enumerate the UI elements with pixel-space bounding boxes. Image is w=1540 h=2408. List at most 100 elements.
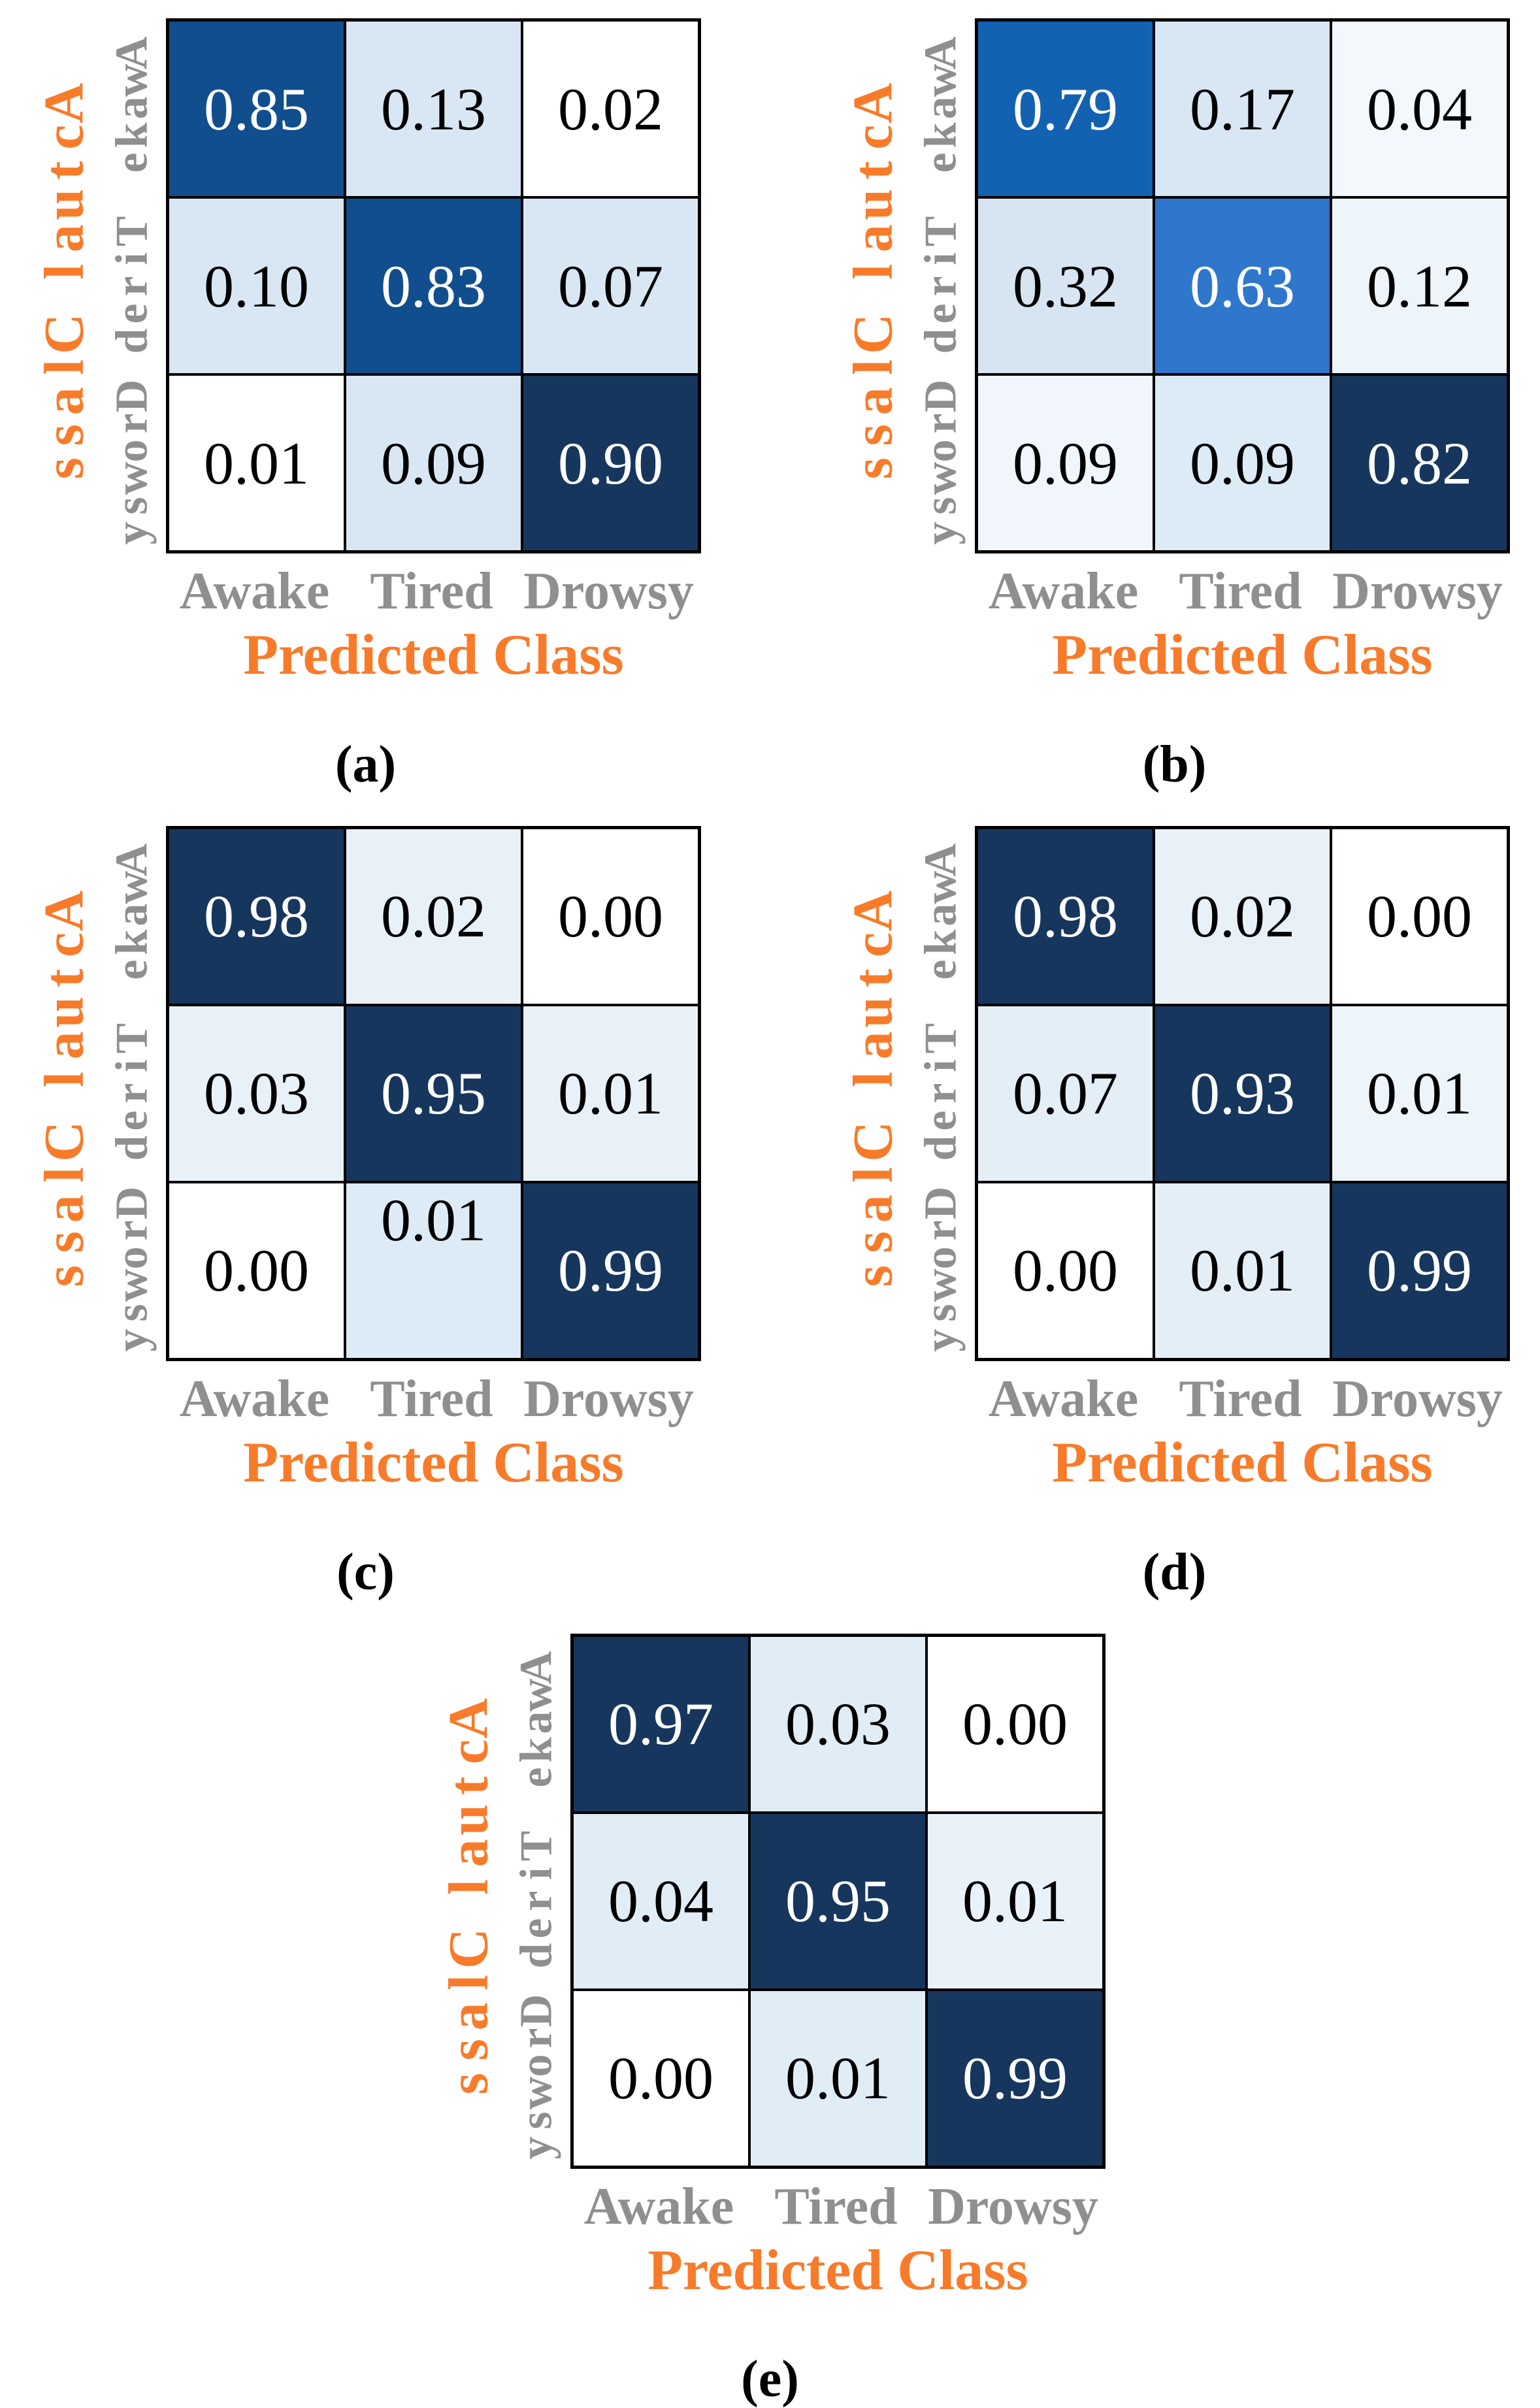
x-axis-label: Predicted Class — [243, 1430, 624, 1494]
cell-r0c1: 0.02 — [345, 827, 522, 1005]
cell-r0c1: 0.03 — [749, 1635, 926, 1813]
cell-value: 0.82 — [1367, 429, 1472, 497]
cell-r2c1: 0.09 — [1154, 374, 1331, 552]
matrix-grid: 0.98 0.02 0.00 0.07 0.93 0.01 0.00 0.01 0.99 — [975, 825, 1510, 1361]
cell-r1c2: 0.12 — [1331, 197, 1508, 374]
cell-r1c0: 0.04 — [572, 1812, 749, 1990]
cell-value: 0.17 — [1190, 75, 1295, 142]
cell-r1c2: 0.01 — [522, 1004, 699, 1182]
col-label-drowsy: Drowsy — [523, 563, 694, 620]
cell-r0c0: 0.85 — [168, 20, 345, 197]
cell-r1c0: 0.07 — [977, 1004, 1154, 1182]
cell-value: 0.00 — [962, 1691, 1068, 1758]
cell-value: 0.01 — [558, 1060, 663, 1127]
cell-value: 0.13 — [381, 75, 486, 142]
cell-value: 0.00 — [204, 1237, 309, 1304]
cell-r0c1: 0.17 — [1154, 20, 1331, 197]
x-axis-label: Predicted Class — [1052, 623, 1433, 687]
matrix-grid: 0.97 0.03 0.00 0.04 0.95 0.01 0.00 0.01 0.99 — [570, 1633, 1106, 2169]
cell-value: 0.04 — [1367, 75, 1472, 142]
x-axis-label: Predicted Class — [647, 2238, 1028, 2302]
cell-r1c1: 0.95 — [749, 1812, 926, 1990]
col-label-tired: Tired — [1179, 563, 1302, 620]
cell-value: 0.09 — [1013, 429, 1118, 497]
cell-value: 0.00 — [608, 2045, 713, 2112]
cell-r1c1: 0.63 — [1154, 197, 1331, 374]
cell-value: 0.04 — [608, 1868, 713, 1935]
cell-r0c1: 0.13 — [345, 20, 522, 197]
col-label-awake: Awake — [179, 563, 330, 620]
cell-value: 0.00 — [558, 883, 663, 950]
cell-r2c1: 0.01 — [749, 1989, 926, 2167]
cell-value: 0.99 — [962, 2045, 1068, 2112]
cell-r1c2: 0.01 — [926, 1812, 1104, 1990]
cell-value: 0.98 — [1013, 883, 1118, 950]
cell-value: 0.32 — [1013, 252, 1118, 320]
cell-r0c0: 0.79 — [977, 20, 1154, 197]
cell-r2c0: 0.00 — [977, 1181, 1154, 1359]
cell-r2c2: 0.99 — [1331, 1181, 1508, 1359]
column-labels: Awake Tired Drowsy — [975, 564, 1506, 619]
cell-r0c2: 0.00 — [926, 1635, 1104, 1813]
cell-r1c2: 0.07 — [522, 197, 699, 374]
col-label-drowsy: Drowsy — [1332, 1370, 1503, 1428]
cell-r0c0: 0.98 — [168, 827, 345, 1005]
x-axis-label: Predicted Class — [1052, 1430, 1433, 1494]
cell-r2c2: 0.90 — [522, 374, 699, 552]
cell-value: 0.01 — [962, 1868, 1068, 1935]
cell-value: 0.00 — [1013, 1237, 1118, 1304]
cell-value: 0.99 — [1367, 1237, 1472, 1304]
cell-value: 0.09 — [381, 429, 486, 497]
column-labels: Awake Tired Drowsy — [975, 1372, 1506, 1427]
matrix-grid: 0.79 0.17 0.04 0.32 0.63 0.12 0.09 0.09 0.82 — [975, 18, 1510, 553]
cell-r0c0: 0.97 — [572, 1635, 749, 1813]
subfigure-label-d: (d) — [1142, 1543, 1207, 1601]
cell-value: 0.02 — [1190, 883, 1295, 950]
cell-value: 0.12 — [1367, 252, 1472, 320]
cell-value: 0.07 — [558, 252, 663, 320]
col-label-tired: Tired — [774, 2177, 898, 2235]
cell-r1c0: 0.03 — [168, 1004, 345, 1182]
col-label-drowsy: Drowsy — [1332, 563, 1503, 620]
cell-value: 0.01 — [381, 1186, 486, 1253]
col-label-awake: Awake — [179, 1370, 330, 1428]
cell-r0c0: 0.98 — [977, 827, 1154, 1005]
matrix-grid: 0.98 0.02 0.00 0.03 0.95 0.01 0.00 0.01 0.99 — [166, 825, 701, 1361]
cell-r0c2: 0.04 — [1331, 20, 1508, 197]
cell-value: 0.07 — [1013, 1060, 1118, 1127]
cell-value: 0.02 — [381, 883, 486, 950]
subfigure-label-e: (e) — [741, 2350, 799, 2408]
cell-r1c0: 0.32 — [977, 197, 1154, 374]
col-label-awake: Awake — [988, 1370, 1139, 1428]
cell-value: 0.01 — [785, 2045, 891, 2112]
cell-value: 0.03 — [204, 1060, 309, 1127]
col-label-tired: Tired — [1179, 1370, 1302, 1428]
cell-value: 0.63 — [1190, 252, 1295, 320]
cell-r2c0: 0.00 — [572, 1989, 749, 2167]
cell-r2c0: 0.01 — [168, 374, 345, 552]
col-label-tired: Tired — [370, 1370, 493, 1428]
cell-value: 0.03 — [785, 1691, 891, 1758]
x-axis-label: Predicted Class — [243, 623, 624, 687]
